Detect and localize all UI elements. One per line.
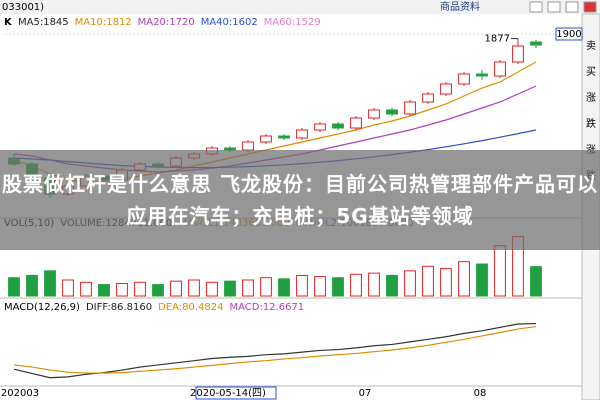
volume-bar — [134, 281, 146, 297]
candle-body — [242, 141, 254, 151]
top-bar — [0, 0, 600, 14]
side-button[interactable]: 跌 — [586, 117, 596, 130]
volume-bar — [440, 268, 452, 297]
volume-bar — [152, 284, 164, 297]
date-label: 08 — [474, 388, 487, 399]
window-button[interactable] — [565, 1, 579, 13]
side-button[interactable]: 卖 — [586, 40, 596, 52]
candle-body — [476, 73, 488, 77]
volume-bar — [404, 270, 416, 297]
side-button[interactable]: 涨 — [586, 92, 596, 104]
date-label: 07 — [359, 388, 372, 399]
volume-bar — [170, 280, 182, 297]
stock-code: 033001) — [2, 2, 44, 13]
side-button[interactable]: 买 — [586, 66, 596, 78]
ma-label: MA20:1720 — [138, 17, 195, 28]
candle-body — [314, 123, 326, 131]
volume-bar — [332, 277, 344, 297]
candle-body — [386, 109, 398, 115]
ma-label: MA60:1529 — [264, 17, 321, 28]
volume-bar — [44, 270, 56, 297]
candle-body — [422, 93, 434, 103]
candle-body — [404, 101, 416, 115]
candle-body — [368, 109, 380, 119]
ma-label: MA10:1812 — [75, 17, 132, 28]
y-tick-label: 1900 — [556, 29, 581, 40]
overlay-banner: 股票做杠杆是什么意思 飞龙股份：目前公司热管理部件产品可以应用在汽车；充电桩；5… — [0, 150, 600, 250]
volume-bar — [278, 278, 290, 297]
macd-line — [13, 325, 537, 374]
candle-body — [530, 41, 542, 46]
panel-stat: DEA:80.4824 — [158, 302, 223, 313]
y-tick-box — [555, 27, 583, 41]
volume-bar — [368, 272, 380, 297]
menu-item[interactable]: 商品资料 — [440, 0, 480, 13]
panel-stat: MACD:12.6671 — [229, 302, 304, 313]
ma-label: MA40:1602 — [201, 17, 258, 28]
macd-line — [13, 322, 537, 379]
window-button[interactable] — [529, 1, 543, 13]
volume-bar — [242, 279, 254, 297]
date-label: 2020-05-14(四) — [190, 388, 266, 399]
volume-bar — [206, 281, 218, 297]
overlay-title: 股票做杠杆是什么意思 飞龙股份：目前公司热管理部件产品可以应用在汽车；充电桩；5… — [2, 172, 598, 228]
peak-label: 1877 — [485, 34, 510, 45]
volume-bar — [476, 263, 488, 297]
volume-bar — [224, 280, 236, 297]
volume-bar — [260, 277, 272, 297]
volume-bar — [116, 282, 128, 297]
panel-stat: DIFF:86.8160 — [86, 302, 152, 313]
volume-bar — [26, 274, 38, 297]
chart-title: K — [4, 17, 13, 28]
panel-title: MACD(12,26,9) — [4, 302, 80, 313]
candle-body — [494, 61, 506, 77]
date-label: 202003 — [1, 388, 39, 399]
volume-bar — [188, 279, 200, 297]
volume-bar — [494, 245, 506, 297]
ma-label: MA5:1845 — [18, 17, 69, 28]
volume-bar — [350, 273, 362, 297]
volume-bar — [386, 274, 398, 297]
candle-body — [278, 135, 290, 139]
candle-body — [332, 123, 344, 129]
volume-bar — [62, 279, 74, 297]
candle-body — [440, 83, 452, 95]
window-button[interactable] — [547, 1, 561, 13]
volume-bar — [530, 266, 542, 297]
candle-body — [458, 73, 470, 85]
volume-bar — [8, 277, 20, 297]
candle-body — [296, 129, 308, 139]
volume-bar — [314, 276, 326, 297]
candle-body — [260, 135, 272, 143]
date-cursor-box — [195, 386, 277, 400]
window-button[interactable] — [583, 1, 597, 13]
candle-body — [350, 117, 362, 129]
volume-bar — [296, 274, 308, 297]
volume-bar — [98, 284, 110, 297]
volume-bar — [422, 265, 434, 297]
volume-bar — [458, 261, 470, 297]
volume-bar — [80, 281, 92, 297]
candle-body — [512, 45, 524, 63]
